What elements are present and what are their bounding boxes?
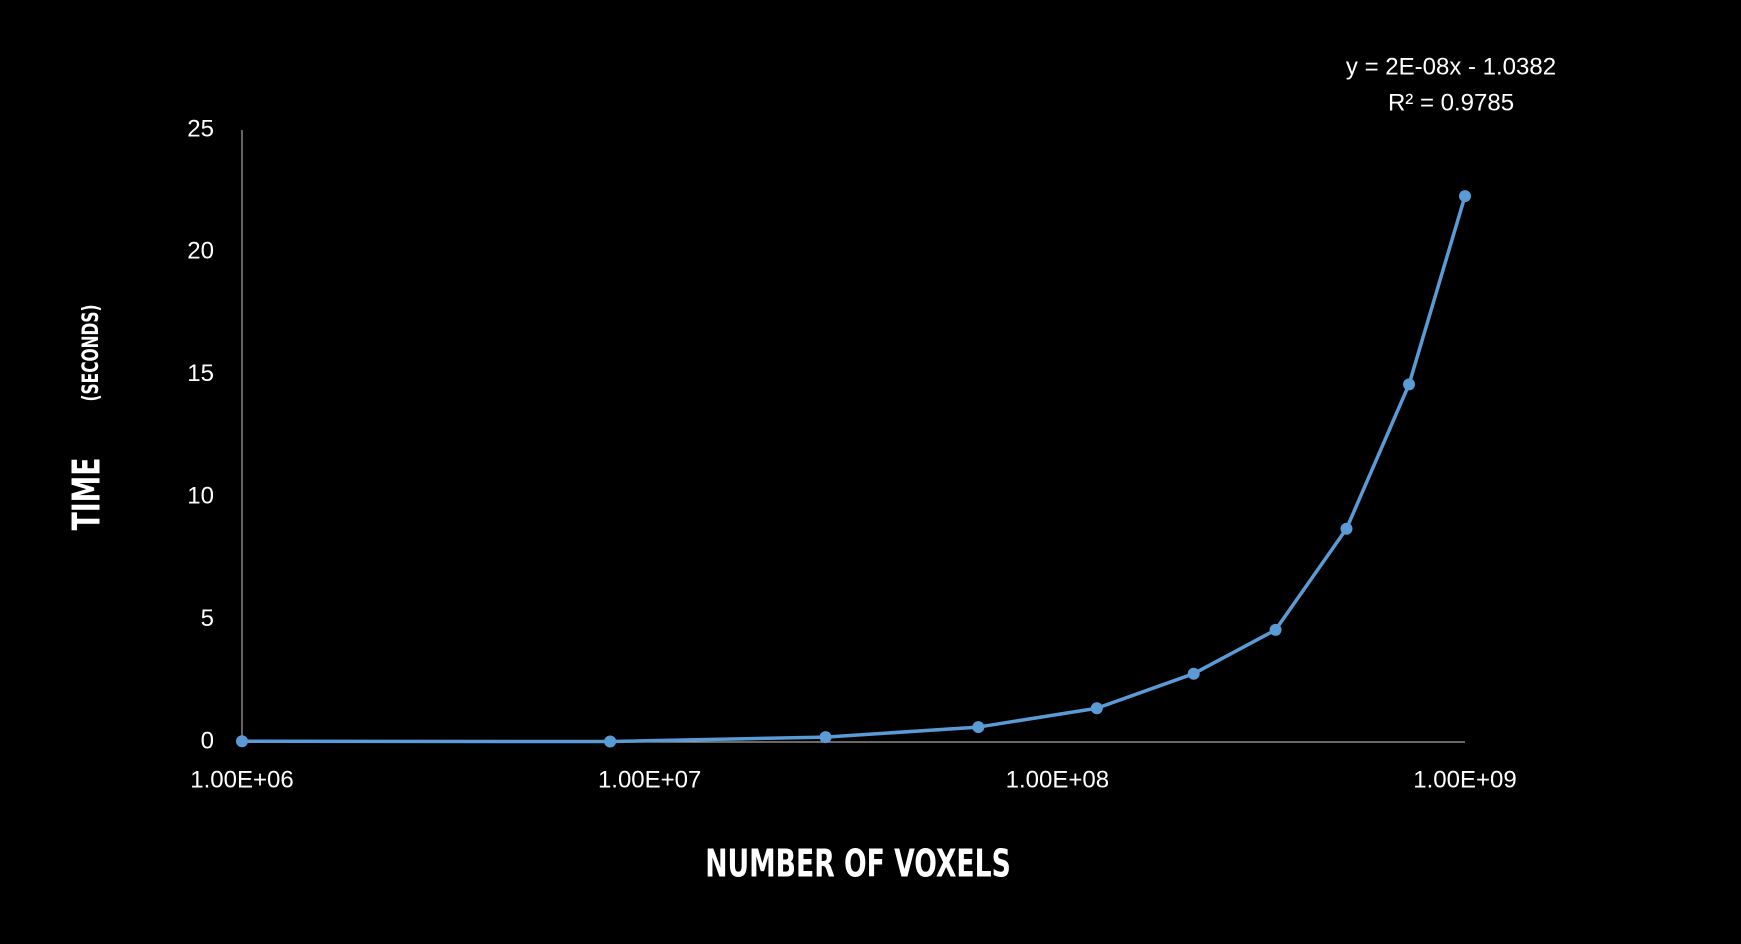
x-tick-label: 1.00E+06 [190,766,293,793]
data-point [972,721,985,734]
y-tick-label: 20 [187,238,214,265]
y-axis-title: TIME [65,458,110,531]
x-axis-title: NUMBER OF VOXELS [705,842,1011,887]
data-point [1340,522,1353,535]
y-tick-label: 15 [187,360,214,387]
data-line [241,195,1467,744]
x-tick-label: 1.00E+08 [1006,766,1109,793]
x-tick-label: 1.00E+07 [598,766,701,793]
data-point [1090,702,1103,715]
y-axis-unit: (SECONDS) [78,304,104,401]
data-point [1459,190,1471,203]
data-point [1187,667,1200,680]
data-point [1403,378,1416,391]
y-tick-label: 5 [201,605,214,632]
data-point [604,735,617,748]
data-point [1269,623,1282,636]
x-tick-label: 1.00E+09 [1413,766,1516,793]
y-tick-label: 10 [187,483,214,510]
trendline-equation: y = 2E-08x - 1.0382 [1346,53,1556,80]
data-point [236,735,248,748]
r-squared: R² = 0.9785 [1388,89,1514,116]
y-tick-label: 0 [201,727,214,754]
data-point [819,731,832,744]
y-tick-label: 25 [187,115,214,142]
